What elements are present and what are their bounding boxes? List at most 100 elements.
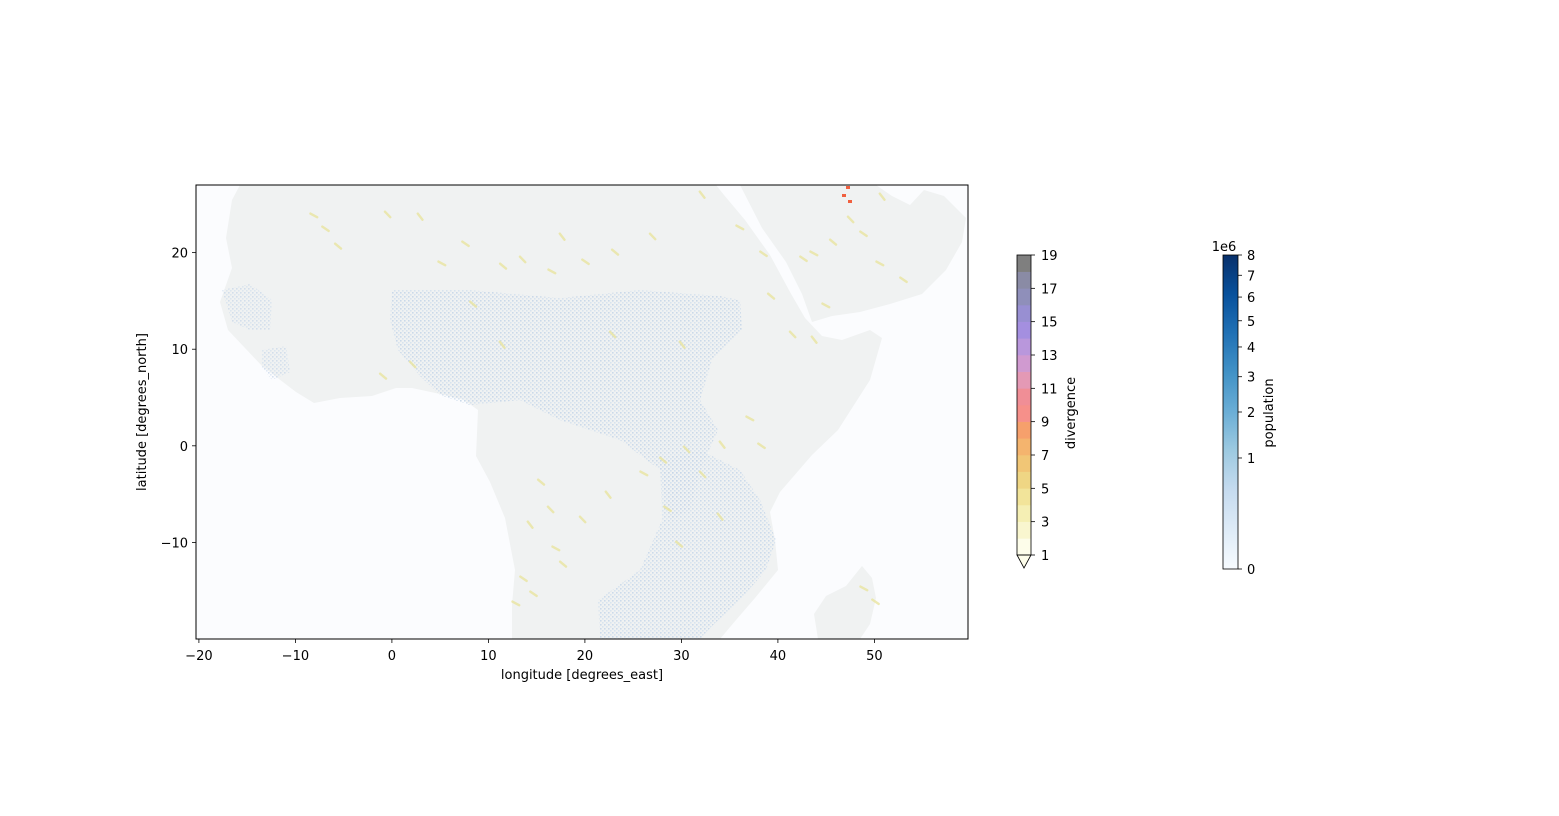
divergence-streak (498, 262, 508, 270)
divergence-streak (581, 258, 590, 266)
divergence-colorbar-band (1017, 455, 1031, 472)
x-tick-label: −10 (282, 649, 309, 664)
arabia-landmass (740, 185, 966, 322)
divergence-streak (757, 442, 766, 450)
divergence-colorbar-frame (1016, 254, 1032, 556)
population-tick-label: 2 (1247, 406, 1255, 421)
divergence-streak (511, 600, 521, 607)
x-tick-label: 20 (577, 649, 594, 664)
population-density-overlay-west (222, 284, 290, 380)
divergence-streak (333, 242, 343, 250)
divergence-streak (871, 598, 880, 606)
population-density-overlay-east (598, 450, 776, 639)
population-colorbar-ticks: 0 1 2 3 4 5 6 7 8 (1238, 249, 1255, 578)
y-tick-label: −10 (161, 536, 188, 551)
divergence-streak (678, 340, 686, 349)
map-layers (220, 185, 966, 639)
divergence-streak (309, 212, 319, 219)
divergence-streak (663, 505, 672, 513)
divergence-colorbar-band (1017, 338, 1031, 356)
divergence-hotspots (309, 186, 908, 607)
divergence-streak (698, 470, 707, 479)
divergence-streak (408, 360, 417, 369)
divergence-tick-label: 15 (1041, 316, 1058, 331)
divergence-streak (378, 372, 388, 380)
divergence-streak (639, 470, 649, 477)
divergence-hotspot (842, 194, 846, 197)
divergence-streak (437, 260, 447, 267)
divergence-streak (788, 330, 797, 339)
divergence-streak (828, 238, 838, 246)
divergence-streak (461, 240, 470, 248)
x-axis-ticks: −20 −10 0 10 20 30 40 50 (185, 639, 883, 664)
divergence-hotspot (846, 186, 850, 189)
y-tick-label: 0 (180, 440, 188, 455)
population-tick-label: 5 (1247, 315, 1255, 330)
divergence-colorbar-extend-triangle (1016, 554, 1032, 569)
divergence-colorbar-band (1017, 521, 1031, 539)
divergence-streak (547, 268, 557, 275)
divergence-streak (735, 224, 745, 231)
divergence-streak (536, 478, 546, 486)
divergence-tick-label: 17 (1041, 282, 1058, 297)
divergence-streak (546, 505, 555, 514)
divergence-streak (551, 545, 561, 552)
divergence-streak (821, 302, 831, 309)
divergence-streak (875, 260, 885, 267)
divergence-colorbar-band (1017, 305, 1031, 322)
population-colorbar-multiplier: 1e6 (1212, 240, 1237, 255)
divergence-streak (610, 248, 620, 256)
divergence-streak (716, 512, 724, 521)
divergence-streak (498, 340, 506, 349)
divergence-colorbar-band (1017, 255, 1031, 272)
y-axis-label: latitude [degrees_north] (135, 333, 150, 491)
divergence-colorbar-band (1017, 288, 1031, 306)
divergence-colorbar-band (1017, 355, 1031, 372)
x-tick-label: 0 (388, 649, 396, 664)
x-axis-label: longitude [degrees_east] (501, 668, 663, 683)
divergence-tick-label: 11 (1041, 382, 1058, 397)
divergence-colorbar-bands (1017, 255, 1031, 556)
divergence-colorbar-band (1017, 371, 1031, 389)
divergence-colorbar-band (1017, 505, 1031, 522)
divergence-tick-label: 9 (1041, 416, 1049, 431)
divergence-streak (846, 215, 855, 224)
divergence-colorbar-band (1017, 271, 1031, 289)
x-tick-label: 10 (480, 649, 497, 664)
population-colorbar-gradient (1223, 255, 1238, 569)
map-axes: −20 −10 0 10 20 30 40 50 20 10 0 −10 longitude [de… (135, 184, 969, 683)
divergence-streak (809, 250, 819, 257)
divergence-streak (558, 232, 566, 241)
y-tick-label: 20 (171, 247, 188, 262)
population-density-overlay (390, 290, 742, 520)
divergence-streak (718, 440, 726, 449)
divergence-streak (810, 335, 818, 344)
divergence-colorbar-band (1017, 538, 1031, 556)
divergence-tick-label: 1 (1041, 549, 1049, 564)
divergence-streak (604, 490, 612, 499)
divergence-streak (698, 190, 706, 199)
y-axis-ticks: 20 10 0 −10 (161, 247, 196, 551)
divergence-streak (518, 255, 527, 264)
divergence-streak (519, 575, 528, 583)
x-tick-label: 40 (770, 649, 787, 664)
divergence-colorbar-label: divergence (1064, 377, 1079, 449)
divergence-colorbar-band (1017, 488, 1031, 506)
population-colorbar: 0 1 2 3 4 5 6 7 8 1e6 population (1212, 240, 1277, 578)
divergence-streak (558, 560, 568, 568)
divergence-streak (745, 415, 755, 422)
divergence-streak (608, 330, 617, 339)
divergence-streak (859, 585, 869, 592)
x-tick-label: −20 (185, 649, 212, 664)
divergence-streak (766, 292, 776, 300)
divergence-streak (526, 520, 534, 529)
divergence-streak (799, 255, 808, 263)
divergence-colorbar-band (1017, 388, 1031, 406)
divergence-colorbar-band (1017, 421, 1031, 439)
y-tick-label: 10 (171, 343, 188, 358)
x-tick-label: 50 (866, 649, 883, 664)
divergence-streak (859, 230, 868, 238)
map-frame (195, 184, 969, 640)
divergence-tick-label: 7 (1041, 449, 1049, 464)
